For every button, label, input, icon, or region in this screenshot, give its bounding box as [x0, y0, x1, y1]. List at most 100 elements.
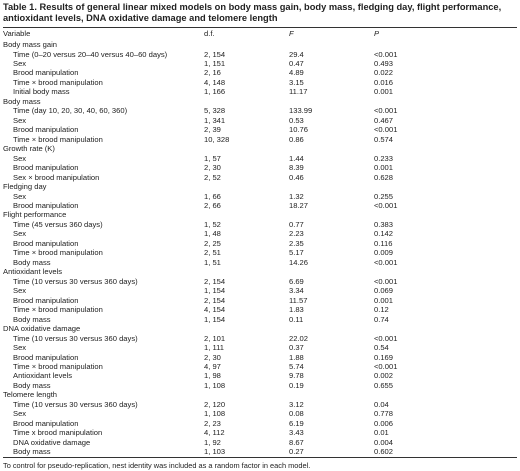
table-row: Brood manipulation 2, 39 10.76 <0.001 [3, 125, 517, 134]
cell-variable: Time × brood manipulation [13, 305, 103, 315]
cell-p: <0.001 [374, 125, 398, 135]
cell-p [374, 97, 517, 106]
cell-variable: Brood manipulation [13, 418, 79, 428]
cell-df [204, 144, 289, 153]
cell-p: <0.001 [374, 201, 398, 210]
cell-f: 3.43 [289, 428, 304, 438]
cell-df: 1, 66 [204, 191, 221, 201]
cell-variable: Initial body mass [13, 87, 70, 97]
cell-df: 2, 51 [204, 248, 221, 258]
cell-df [204, 267, 289, 276]
cell-p: 0.628 [374, 172, 394, 182]
cell-p: 0.74 [374, 314, 389, 324]
cell-df: 2, 25 [204, 238, 221, 248]
cell-df: 1, 154 [204, 314, 226, 324]
cell-df: 2, 52 [204, 172, 221, 182]
cell-variable: Body mass [13, 257, 51, 267]
table-row: Sex 1, 66 1.32 0.255 [3, 192, 517, 201]
cell-f: 18.27 [289, 201, 309, 210]
cell-p: 0.001 [374, 87, 394, 97]
cell-p: 0.383 [374, 219, 394, 229]
cell-df: 4, 154 [204, 305, 226, 315]
cell-f: 0.47 [289, 58, 304, 68]
cell-f [289, 324, 374, 333]
table-footnote: To control for pseudo-replication, nest … [3, 460, 311, 470]
cell-p: <0.001 [374, 106, 398, 116]
table-row: Body mass 1, 154 0.11 0.74 [3, 315, 517, 324]
cell-variable: Sex [13, 286, 27, 296]
table-row: Brood manipulation 2, 66 18.27 <0.001 [3, 201, 517, 210]
cell-df: 10, 328 [204, 134, 230, 144]
table-row: Time × brood manipulation 10, 328 0.86 0.57… [3, 135, 517, 144]
cell-df: 2, 30 [204, 352, 221, 362]
cell-p: 0.002 [374, 371, 394, 381]
cell-f: 1.32 [289, 191, 304, 201]
cell-f: 1.88 [289, 352, 304, 362]
table-row: Brood manipulation 2, 23 6.19 0.006 [3, 419, 517, 428]
cell-p: 0.016 [374, 77, 394, 87]
cell-p: 0.022 [374, 68, 394, 78]
header-df: d.f. [204, 29, 215, 39]
table-row: Time (day 10, 20, 30, 40, 60, 360) 5, 328… [3, 106, 517, 115]
cell-variable: Time × brood manipulation [13, 361, 103, 371]
cell-df: 1, 108 [204, 409, 226, 419]
cell-p: 0.004 [374, 437, 394, 447]
cell-p: 0.01 [374, 428, 389, 438]
cell-p: 0.001 [374, 295, 394, 305]
cell-p: 0.233 [374, 153, 394, 163]
table-row: Time × brood manipulation 4, 97 5.74 <0.001 [3, 362, 517, 371]
cell-variable: Time × brood manipulation [13, 248, 103, 258]
top-rule [3, 27, 517, 28]
cell-p: 0.602 [374, 447, 394, 457]
cell-variable: DNA oxidative damage [13, 437, 91, 447]
cell-p: 0.04 [374, 399, 389, 409]
table-row: Time × brood manipulation 4, 154 1.83 0.12 [3, 305, 517, 314]
table-row: Sex 1, 151 0.47 0.493 [3, 59, 517, 68]
cell-f: 133.99 [289, 106, 313, 116]
cell-df: 2, 154 [204, 49, 226, 59]
cell-variable: Brood manipulation [13, 201, 79, 210]
cell-f [289, 97, 374, 106]
cell-variable: Sex [13, 409, 27, 419]
section-row: Growth rate (K) [3, 144, 517, 153]
cell-df: 2, 30 [204, 163, 221, 173]
cell-df [204, 390, 289, 399]
cell-f: 11.57 [289, 295, 308, 305]
cell-f: 5.17 [289, 248, 304, 258]
cell-df: 4, 97 [204, 361, 221, 371]
cell-f: 6.19 [289, 418, 304, 428]
cell-df: 1, 108 [204, 380, 226, 390]
table-row: Time (10 versus 30 versus 360 days) 2, 12… [3, 400, 517, 409]
cell-p: 0.54 [374, 343, 389, 353]
header-f: F [289, 29, 294, 39]
section-row: Body mass gain [3, 40, 517, 49]
cell-p: <0.001 [374, 257, 398, 267]
table-row: Time (10 versus 30 versus 360 days) 2, 15… [3, 277, 517, 286]
cell-variable: Flight performance [3, 210, 67, 220]
table-row: Sex 1, 341 0.53 0.467 [3, 116, 517, 125]
header-p: P [374, 29, 380, 39]
cell-variable: Antioxidant levels [3, 267, 63, 277]
cell-p: 0.574 [374, 134, 394, 144]
cell-f: 0.53 [289, 115, 304, 125]
cell-f [289, 144, 374, 153]
cell-df [204, 40, 289, 49]
table-row: Body mass 1, 103 0.27 0.602 [3, 447, 517, 456]
cell-p: <0.001 [374, 333, 398, 343]
cell-variable: Sex [13, 58, 27, 68]
cell-df: 1, 154 [204, 286, 226, 296]
cell-p: 0.655 [374, 380, 394, 390]
section-row: Antioxidant levels [3, 267, 517, 276]
table-row: Time × brood manipulation 2, 51 5.17 0.009 [3, 248, 517, 257]
cell-p [374, 324, 517, 333]
table-row: Brood manipulation 2, 25 2.35 0.116 [3, 239, 517, 248]
cell-p: <0.001 [374, 361, 398, 371]
cell-variable: DNA oxidative damage [3, 324, 81, 334]
cell-df: 2, 16 [204, 68, 221, 78]
cell-p [374, 210, 517, 219]
cell-f: 14.26 [289, 257, 309, 267]
cell-f: 8.67 [289, 437, 304, 447]
cell-f: 0.37 [289, 343, 304, 353]
cell-f [289, 210, 374, 219]
cell-variable: Sex [13, 229, 27, 239]
